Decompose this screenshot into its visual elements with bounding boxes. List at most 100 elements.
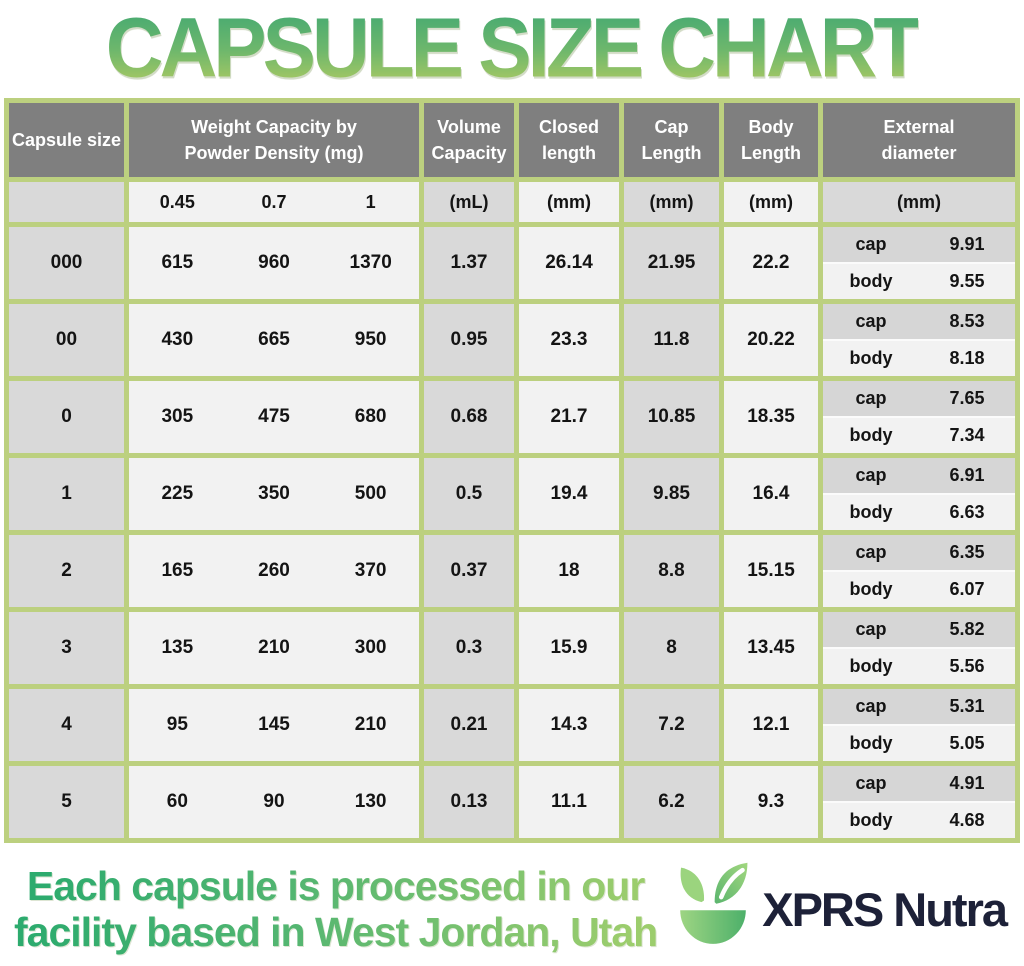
capsule-size-table: Capsule size Weight Capacity by Powder D… [4,98,1020,843]
table-units-row: 0.45 0.7 1 (mL) (mm) (mm) (mm) (mm) [9,182,1015,222]
body-label: body [849,425,893,445]
external-diameter-cell: cap 7.65 body 7.34 [823,381,1015,453]
units-body: (mm) [724,182,818,222]
body-length-value: 13.45 [724,612,818,684]
body-label: body [849,656,893,676]
table-row: 5 60 90 130 0.13 11.1 6.2 9.3 cap 4.91 b… [9,766,1015,838]
body-value: 9.55 [949,271,985,291]
cap-length-value: 9.85 [624,458,719,530]
weight-values: 615 960 1370 [129,227,419,299]
body-label: body [849,733,893,753]
closed-length-value: 21.7 [519,381,619,453]
cap-length-value: 8 [624,612,719,684]
external-diameter-cell: cap 5.31 body 5.05 [823,689,1015,761]
external-body-row: body 4.68 [823,803,1015,838]
weight-values: 430 665 950 [129,304,419,376]
external-cap-row: cap 5.82 [823,612,1015,649]
body-length-value: 9.3 [724,766,818,838]
body-value: 5.56 [949,656,985,676]
cap-length-value: 10.85 [624,381,719,453]
units-capsule-size-empty [9,182,124,222]
col-header-external-diameter: External diameter [823,103,1015,177]
cap-label: cap [855,619,887,639]
body-label: body [849,810,893,830]
external-body-row: body 7.34 [823,418,1015,453]
cap-label: cap [855,311,887,331]
body-value: 6.07 [949,579,985,599]
volume-value: 0.68 [424,381,514,453]
body-length-value: 12.1 [724,689,818,761]
footer-tagline: Each capsule is processed in our facilit… [14,862,658,955]
table-row: 1 225 350 500 0.5 19.4 9.85 16.4 cap 6.9… [9,458,1015,530]
density-07: 0.7 [261,191,287,212]
table-row: 2 165 260 370 0.37 18 8.8 15.15 cap 6.35… [9,535,1015,607]
col-header-cap-length: Cap Length [624,103,719,177]
capsule-size-value: 1 [9,458,124,530]
external-body-row: body 8.18 [823,341,1015,376]
col-header-weight-capacity: Weight Capacity by Powder Density (mg) [129,103,419,177]
external-body-row: body 5.56 [823,649,1015,684]
closed-length-value: 14.3 [519,689,619,761]
volume-value: 0.37 [424,535,514,607]
table-row: 00 430 665 950 0.95 23.3 11.8 20.22 cap … [9,304,1015,376]
body-length-value: 22.2 [724,227,818,299]
footer: Each capsule is processed in our facilit… [0,857,1024,962]
capsule-size-value: 00 [9,304,124,376]
volume-value: 1.37 [424,227,514,299]
external-cap-row: cap 8.53 [823,304,1015,341]
cap-value: 5.82 [949,619,985,639]
units-densities: 0.45 0.7 1 [129,182,419,222]
external-diameter-cell: cap 6.35 body 6.07 [823,535,1015,607]
external-body-row: body 6.07 [823,572,1015,607]
external-diameter-cell: cap 5.82 body 5.56 [823,612,1015,684]
table-row: 000 615 960 1370 1.37 26.14 21.95 22.2 c… [9,227,1015,299]
body-length-value: 18.35 [724,381,818,453]
capsule-size-value: 2 [9,535,124,607]
weight-values: 95 145 210 [129,689,419,761]
table-header-row: Capsule size Weight Capacity by Powder D… [9,103,1015,177]
units-cap: (mm) [624,182,719,222]
cap-length-value: 8.8 [624,535,719,607]
body-label: body [849,348,893,368]
external-diameter-cell: cap 8.53 body 8.18 [823,304,1015,376]
weight-values: 305 475 680 [129,381,419,453]
table-row: 4 95 145 210 0.21 14.3 7.2 12.1 cap 5.31… [9,689,1015,761]
cap-value: 7.65 [949,388,985,408]
external-diameter-cell: cap 9.91 body 9.55 [823,227,1015,299]
external-body-row: body 5.05 [823,726,1015,761]
body-label: body [849,271,893,291]
volume-value: 0.21 [424,689,514,761]
table-row: 3 135 210 300 0.3 15.9 8 13.45 cap 5.82 … [9,612,1015,684]
closed-length-value: 15.9 [519,612,619,684]
external-diameter-cell: cap 6.91 body 6.63 [823,458,1015,530]
brand-name: XPRS Nutra [762,883,1008,936]
body-label: body [849,579,893,599]
body-length-value: 16.4 [724,458,818,530]
external-cap-row: cap 4.91 [823,766,1015,803]
page-title: CAPSULE SIZE CHART [106,0,922,97]
closed-length-value: 19.4 [519,458,619,530]
closed-length-value: 11.1 [519,766,619,838]
volume-value: 0.13 [424,766,514,838]
external-cap-row: cap 5.31 [823,689,1015,726]
col-header-volume-capacity: Volume Capacity [424,103,514,177]
closed-length-value: 23.3 [519,304,619,376]
cap-label: cap [855,234,887,254]
external-cap-row: cap 9.91 [823,227,1015,264]
body-value: 4.68 [949,810,985,830]
closed-length-value: 26.14 [519,227,619,299]
volume-value: 0.5 [424,458,514,530]
brand-logo: XPRS Nutra [672,857,1008,962]
cap-label: cap [855,465,887,485]
weight-values: 135 210 300 [129,612,419,684]
cap-length-value: 21.95 [624,227,719,299]
external-body-row: body 9.55 [823,264,1015,299]
table-row: 0 305 475 680 0.68 21.7 10.85 18.35 cap … [9,381,1015,453]
body-value: 6.63 [949,502,985,522]
cap-value: 4.91 [949,773,985,793]
volume-value: 0.95 [424,304,514,376]
cap-value: 6.35 [949,542,985,562]
external-cap-row: cap 6.35 [823,535,1015,572]
external-cap-row: cap 6.91 [823,458,1015,495]
density-1: 1 [365,191,376,212]
